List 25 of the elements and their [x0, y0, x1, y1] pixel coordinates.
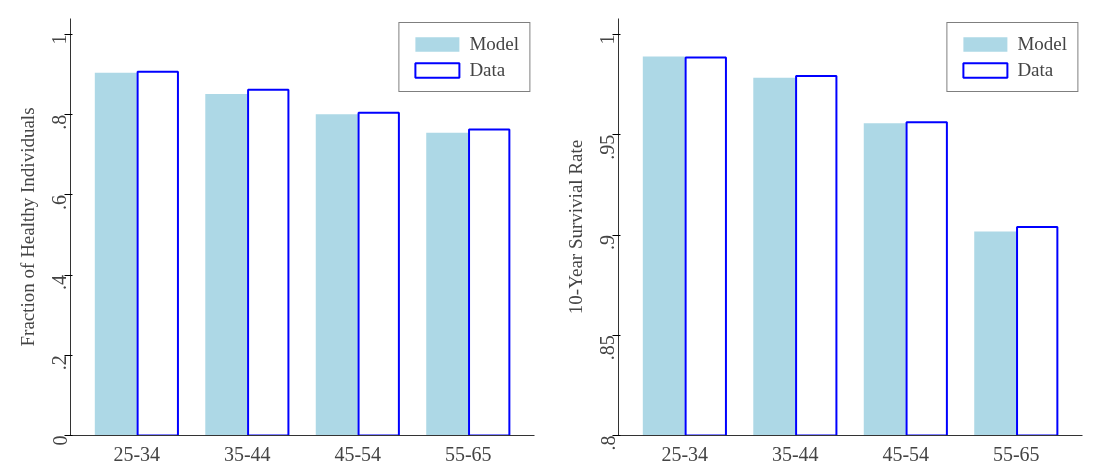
y-tick-label: 1 [596, 34, 619, 45]
y-tick-label: .6 [48, 194, 71, 210]
legend-label: Data [1017, 59, 1054, 81]
y-tick-label: .95 [596, 134, 619, 160]
y-axis-title: 10-Year Survivial Rate [564, 139, 586, 315]
y-tick-label: 0 [48, 435, 71, 446]
x-tick-label: 45-54 [334, 442, 382, 465]
x-tick-label: 45-54 [882, 442, 930, 465]
x-tick-label: 25-34 [113, 442, 161, 465]
y-tick-label: .8 [596, 435, 619, 451]
x-tick-label: 55-65 [992, 442, 1040, 465]
legend-label: Data [469, 59, 506, 81]
x-tick-label: 35-44 [771, 442, 819, 465]
x-tick-label: 25-34 [661, 442, 709, 465]
y-tick-label: .85 [596, 335, 619, 361]
legend-label: Model [469, 33, 519, 55]
x-tick-label: 35-44 [223, 442, 271, 465]
x-tick-label: 55-65 [444, 442, 492, 465]
y-axis-title: Fraction of Healthy Individuals [16, 107, 38, 347]
y-tick-label: .4 [48, 275, 71, 291]
y-tick-label: .2 [48, 355, 71, 371]
y-tick-label: 1 [48, 34, 71, 45]
y-tick-label: .9 [596, 235, 619, 251]
y-tick-label: .8 [48, 114, 71, 130]
legend-label: Model [1017, 33, 1067, 55]
